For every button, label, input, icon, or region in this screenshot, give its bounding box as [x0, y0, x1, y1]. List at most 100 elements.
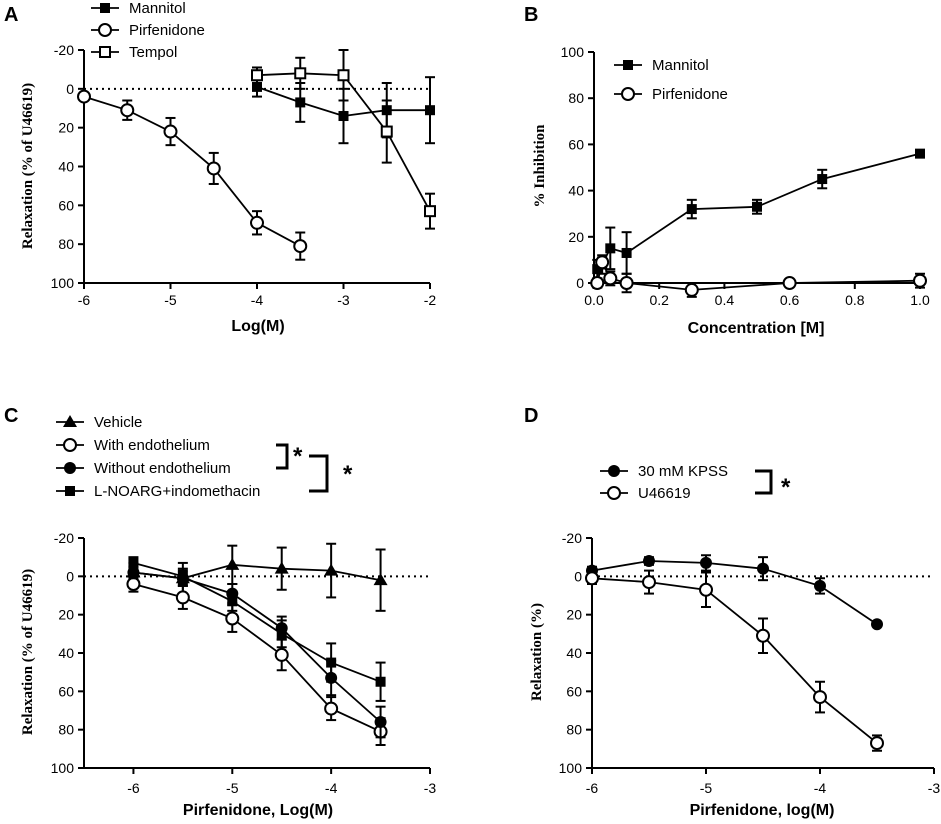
panel-b-xtick-label: 0.0	[584, 292, 604, 308]
panel-b-series-mannitol-point	[621, 247, 632, 258]
panel-a-series-pirfenidone-point	[293, 239, 308, 254]
panel-b-ytick-label: 100	[561, 44, 585, 60]
panel-b-series-pirfenidone-point	[684, 282, 699, 297]
panel-d-letter: D	[524, 405, 538, 427]
panel-b-series-mannitol-point	[915, 148, 925, 159]
panel-a-series-pirfenidone-point	[206, 161, 221, 176]
panel-c-ytick-label: 0	[66, 568, 74, 584]
panel-d-series-u46619-line	[591, 577, 878, 744]
panel-a-series-mannitol-point	[338, 111, 349, 122]
panel-a-ytick-label: 40	[58, 159, 74, 175]
panel-c-xtick-label: -4	[325, 780, 338, 796]
panel-d-series-30-mm-kpss-point	[700, 556, 712, 569]
panel-c-series-l-noarg-indomethacin-point	[326, 657, 337, 668]
panel-a-ylabel: Relaxation (% of U46619)	[20, 83, 36, 249]
panel-c-series-vehicle-point	[225, 557, 240, 570]
panel-b-xtick-label: 1.0	[910, 292, 930, 308]
panel-d-series-u46619-point	[699, 582, 713, 597]
panel-d: D Relaxation (%) Pirfenidone, log(M) -20…	[524, 405, 940, 819]
panel-a-legend-tempol-marker	[99, 46, 111, 58]
panel-c-series-vehicle-point	[373, 573, 388, 586]
panel-a-xtick-label: -6	[78, 292, 91, 308]
panel-c-xlabel: Pirfenidone, Log(M)	[183, 802, 333, 819]
panel-a-series-pirfenidone-point	[77, 89, 91, 104]
panel-d-significance-star: *	[781, 474, 791, 501]
panel-c-series-without-endothelium-line	[133, 571, 382, 723]
panel-a-series-pirfenidone-point	[250, 215, 264, 230]
panel-b-ytick-label: 80	[568, 90, 584, 106]
panel-b-ylabel: % Inhibition	[532, 124, 548, 208]
panel-a-ytick-label: 80	[58, 236, 74, 252]
panel-c-series-with-endothelium-point	[225, 611, 240, 626]
panel-d-xlabel: Pirfenidone, log(M)	[690, 802, 835, 819]
panel-c-series-vehicle-point	[274, 561, 289, 574]
panel-c-legend-vehicle-marker	[63, 415, 77, 427]
panel-b-series-pirfenidone-point	[619, 276, 634, 290]
panel-d-ylabel: Relaxation (%)	[529, 603, 545, 701]
panel-d-series-30-mm-kpss-point	[757, 562, 769, 575]
panel-a-legend-pirfenidone-label: Pirfenidone	[129, 22, 205, 39]
panel-a-xtick-label: -4	[251, 292, 264, 308]
panel-d-xtick-label: -4	[814, 780, 827, 796]
panel-a-series-pirfenidone-point	[163, 124, 178, 139]
panel-c-series-with-endothelium-point	[324, 701, 339, 716]
panel-d-ytick-label: 0	[574, 568, 582, 584]
panel-a-xtick-label: -2	[424, 292, 437, 308]
panel-b-series-mannitol-point	[752, 201, 762, 212]
panel-c-series-l-noarg-indomethacin-point	[227, 596, 238, 607]
panel-c-xtick-label: -5	[226, 780, 239, 796]
panel-a-series-tempol-point	[251, 69, 263, 82]
panel-d-ytick-label: 60	[566, 683, 582, 699]
panel-c-series-l-noarg-indomethacin-line	[133, 562, 381, 683]
panel-b-xtick-label: 0.6	[780, 292, 800, 308]
panel-b-legend-mannitol-label: Mannitol	[652, 57, 709, 74]
panel-d-series-u46619-point	[813, 690, 827, 705]
panel-a-series-pirfenidone-line	[83, 95, 301, 247]
panel-d-ytick-label: 20	[566, 607, 582, 623]
panel-b-series-mannitol-point	[686, 204, 697, 215]
panel-c-letter: C	[4, 405, 18, 427]
panel-b-ytick-label: 0	[576, 275, 584, 291]
panel-b-series-mannitol-point	[817, 174, 828, 185]
panel-d-legend-u46619-marker	[607, 486, 621, 500]
panel-d-series-u46619-point	[642, 575, 656, 590]
panel-b-ytick-label: 20	[568, 229, 584, 245]
panel-c-legend-l-noarg-indomethacin-label: L-NOARG+indomethacin	[94, 483, 260, 500]
panel-c-ytick-label: 80	[58, 722, 74, 738]
panel-a-legend-tempol-label: Tempol	[129, 44, 177, 61]
panel-c-legend-vehicle-label: Vehicle	[94, 414, 142, 431]
panel-d-significance-bracket	[755, 469, 773, 495]
panel-c-ytick-label: 60	[58, 683, 74, 699]
panel-a-series-pirfenidone-point	[120, 103, 135, 118]
panel-c-legend-l-noarg-indomethacin-marker	[65, 486, 75, 496]
panel-c-legend-with-endothelium-label: With endothelium	[94, 437, 210, 454]
panel-d-series-u46619-point	[870, 736, 884, 751]
panel-c-series-with-endothelium-point	[274, 647, 289, 662]
panel-d-legend-u46619-label: U46619	[638, 485, 691, 502]
panel-a-ytick-label: 0	[66, 81, 74, 97]
panel-d-xtick-label: -3	[928, 780, 941, 796]
panel-b-xlabel: Concentration [M]	[688, 320, 825, 337]
panel-c-ytick-label: 100	[51, 760, 75, 776]
panel-a-series-tempol-point	[294, 67, 307, 80]
panel-a-series-tempol-point	[337, 69, 350, 82]
panel-a-letter: A	[4, 4, 18, 26]
panel-c-legend-without-endothelium-marker	[64, 462, 76, 474]
panel-b-series-pirfenidone-point	[590, 276, 605, 290]
panel-a-ytick-label: 100	[51, 275, 75, 291]
panel-a-series-mannitol-point	[252, 81, 262, 92]
panel-c-legend-with-endothelium-marker	[63, 438, 77, 452]
panel-b-legend-pirfenidone-label: Pirfenidone	[652, 86, 728, 103]
panel-d-xtick-label: -6	[586, 780, 599, 796]
panel-c-xtick-label: -6	[127, 780, 140, 796]
panel-d-series-30-mm-kpss-line	[591, 560, 878, 626]
panel-b-series-pirfenidone-point	[595, 255, 610, 270]
panel-c-ytick-label: -20	[54, 530, 74, 546]
panel-c-series-with-endothelium-point	[175, 590, 190, 605]
panel-b-series-pirfenidone-point	[913, 273, 927, 288]
panel-a-legend-mannitol-label: Mannitol	[129, 0, 186, 17]
panel-d-legend-30-mm-kpss-marker	[608, 465, 620, 477]
panel-c-legend-without-endothelium-label: Without endothelium	[94, 460, 231, 477]
panel-b-ytick-label: 60	[568, 136, 584, 152]
